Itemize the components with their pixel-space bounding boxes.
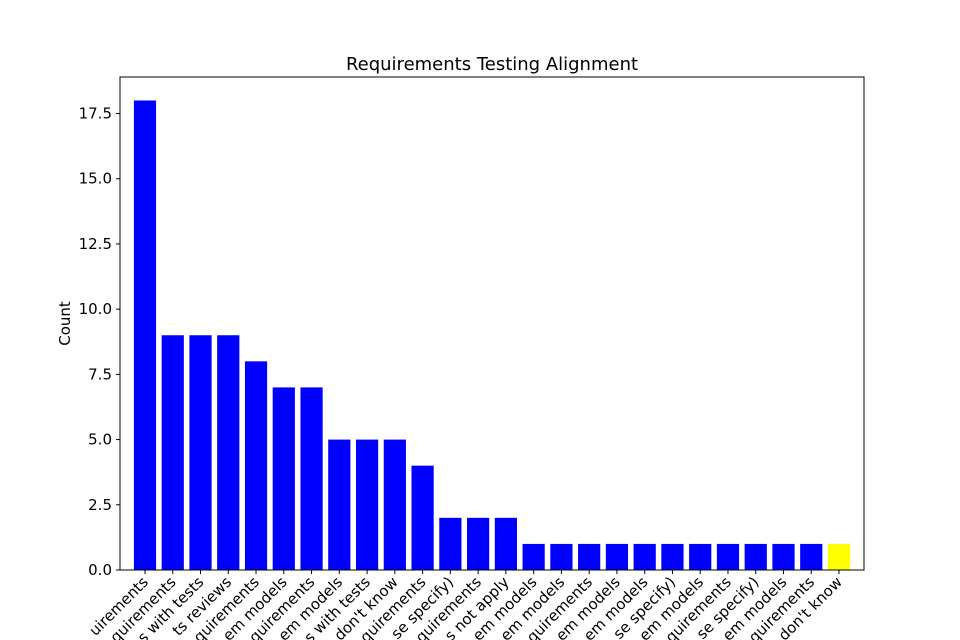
bar-19 [661, 543, 684, 570]
bar-11 [439, 517, 462, 570]
bars-group [133, 100, 851, 570]
bar-17 [605, 543, 629, 570]
y-axis-ticks: 0.0 2.5 5.0 7.5 10.0 12.5 15.0 17.5 [79, 105, 120, 579]
bar-20 [689, 543, 712, 570]
bar-14 [522, 543, 545, 570]
bar-8 [355, 439, 379, 570]
bar-21 [716, 543, 740, 570]
bar-9 [383, 439, 406, 570]
y-axis-label: Count [56, 301, 74, 346]
bar-15 [550, 543, 573, 570]
bar-7 [328, 439, 351, 570]
bar-2 [189, 335, 212, 570]
bar-25 [827, 543, 851, 570]
bar-23 [772, 543, 795, 570]
bar-10 [411, 465, 434, 570]
bar-24 [800, 543, 823, 570]
plot-frame [119, 76, 865, 571]
bar-6 [300, 387, 323, 570]
y-tick-label-7: 17.5 [79, 105, 112, 123]
bar-0 [133, 100, 157, 570]
bar-3 [217, 335, 240, 570]
bar-13 [494, 517, 517, 570]
y-tick-label-1: 2.5 [88, 496, 112, 514]
y-tick-label-3: 7.5 [88, 365, 112, 383]
y-tick-label-2: 5.0 [88, 431, 112, 449]
y-tick-label-0: 0.0 [88, 561, 112, 579]
y-tick-label-6: 15.0 [79, 170, 112, 188]
bar-4 [244, 361, 268, 570]
chart-title: Requirements Testing Alignment [346, 54, 638, 75]
y-tick-label-5: 12.5 [79, 235, 112, 253]
bar-18 [633, 543, 656, 570]
bar-1 [161, 335, 184, 570]
bar-22 [744, 543, 767, 570]
bar-12 [467, 517, 490, 570]
bar-5 [272, 387, 295, 570]
y-tick-label-4: 10.0 [79, 300, 112, 318]
bar-16 [578, 543, 601, 570]
